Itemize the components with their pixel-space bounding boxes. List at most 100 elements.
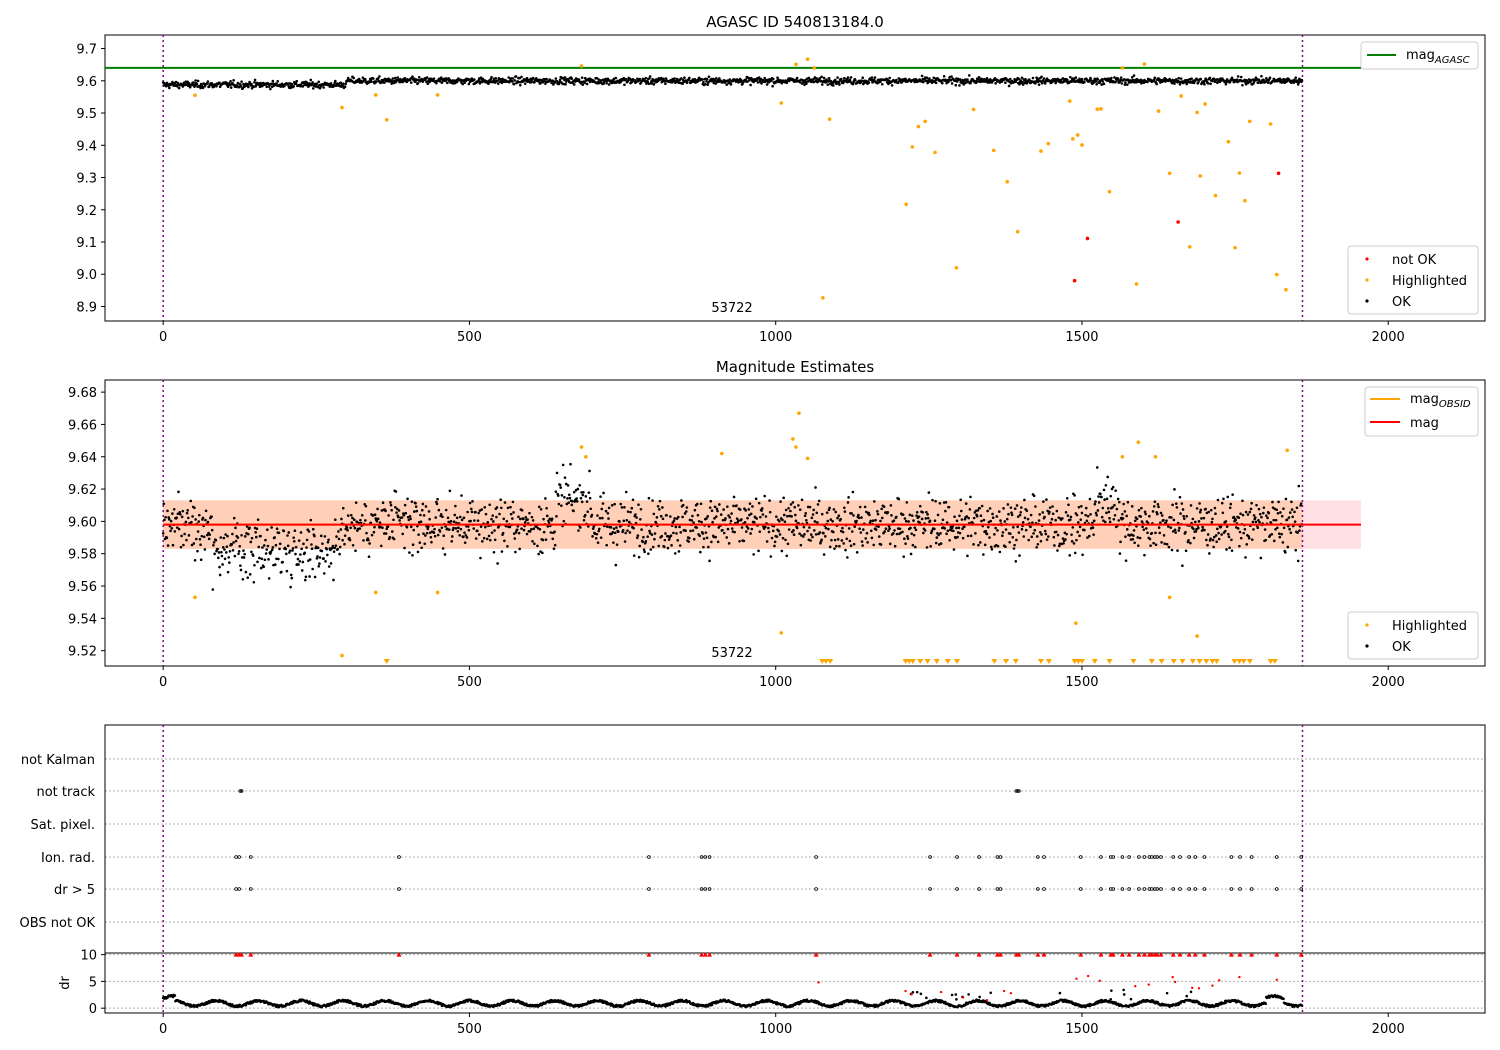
ok-point [577,78,581,81]
ok-point [977,543,980,547]
ok-point [316,546,320,550]
ok-point [1033,528,1037,532]
ok-point [786,542,790,546]
ok-point [1013,543,1016,547]
ok-point [395,511,398,514]
ok-point [591,535,594,538]
ok-point [1000,80,1004,83]
highlighted-point [1080,143,1084,147]
highlighted-below-range-marker [1170,659,1177,664]
ok-point [246,576,250,579]
ok-point [336,547,340,551]
ok-point [798,508,802,511]
ok-point [870,76,874,79]
highlighted-point [1142,62,1147,66]
ok-point [1043,82,1047,85]
ok-point [843,506,846,510]
ok-point [1014,80,1018,84]
ok-point [777,529,781,533]
ok-point [241,577,245,581]
ok-point [580,76,584,79]
ok-point [849,544,853,548]
ok-point [1211,538,1215,542]
ok-point [783,520,787,523]
ok-point [481,540,484,543]
ok-point [635,536,639,540]
ok-point [1182,517,1186,520]
ok-point [248,526,251,530]
ok-point [1017,77,1021,81]
ok-point [289,585,292,589]
ok-point [1020,506,1023,509]
x-tick-label: 1500 [1065,330,1098,345]
ok-point [988,507,992,510]
ok-point [546,525,550,528]
ok-point [964,502,968,505]
highlighted-point [1070,137,1075,141]
ok-point [828,545,832,549]
ok-point [1209,508,1213,512]
ok-point [526,518,529,521]
ok-point [581,83,585,86]
flag-point [1238,887,1242,891]
ok-point [1052,535,1056,539]
ok-point [170,527,174,530]
ok-point [259,534,262,538]
ok-point [1103,498,1106,501]
ok-point [705,77,709,81]
ok-point [550,517,554,521]
ok-point [1111,505,1114,509]
ok-point [893,544,897,548]
ok-point [824,535,827,538]
ok-point [232,516,236,520]
ok-point [447,528,451,531]
ok-point [1249,507,1253,511]
ok-point [931,498,934,502]
ok-point [672,531,675,535]
ok-point [1180,502,1184,505]
ok-point [375,519,379,523]
ok-point [1280,532,1283,536]
ok-point [853,525,857,528]
ok-point [1069,518,1072,521]
ok-point [1092,533,1095,536]
ok-point [287,531,291,534]
ok-point [1272,518,1275,522]
ok-point [1083,528,1086,532]
ok-point [193,506,196,510]
highlighted-point [1153,454,1158,459]
ok-point [1159,521,1162,524]
ok-point [585,500,589,503]
ok-point [884,527,888,530]
ok-point [1258,520,1261,524]
ok-point [740,79,743,82]
ok-point [1135,517,1139,521]
ok-point [1118,552,1122,555]
ok-point [941,518,945,522]
ok-point [1146,531,1149,535]
ok-point [925,510,928,514]
ok-point [438,530,442,533]
ok-point [422,514,426,517]
ok-point [483,506,487,509]
ok-point [801,535,805,538]
ok-point [582,490,585,494]
ok-point [394,76,397,80]
ok-point [353,526,357,530]
ok-point [275,527,279,531]
ok-point [376,507,379,511]
ok-point [1053,544,1056,547]
ok-point [201,516,205,520]
ok-point [714,515,718,518]
highlighted-point [1167,171,1172,176]
ok-point [558,78,562,82]
ok-point [1195,507,1199,510]
ok-point [792,529,795,532]
ok-point [740,518,743,521]
highlighted-point [1195,110,1199,115]
ok-point [812,529,816,532]
ok-point [725,83,729,86]
ok-point [846,76,850,79]
ok-point [876,510,879,513]
x-tick-label: 2000 [1372,330,1405,345]
